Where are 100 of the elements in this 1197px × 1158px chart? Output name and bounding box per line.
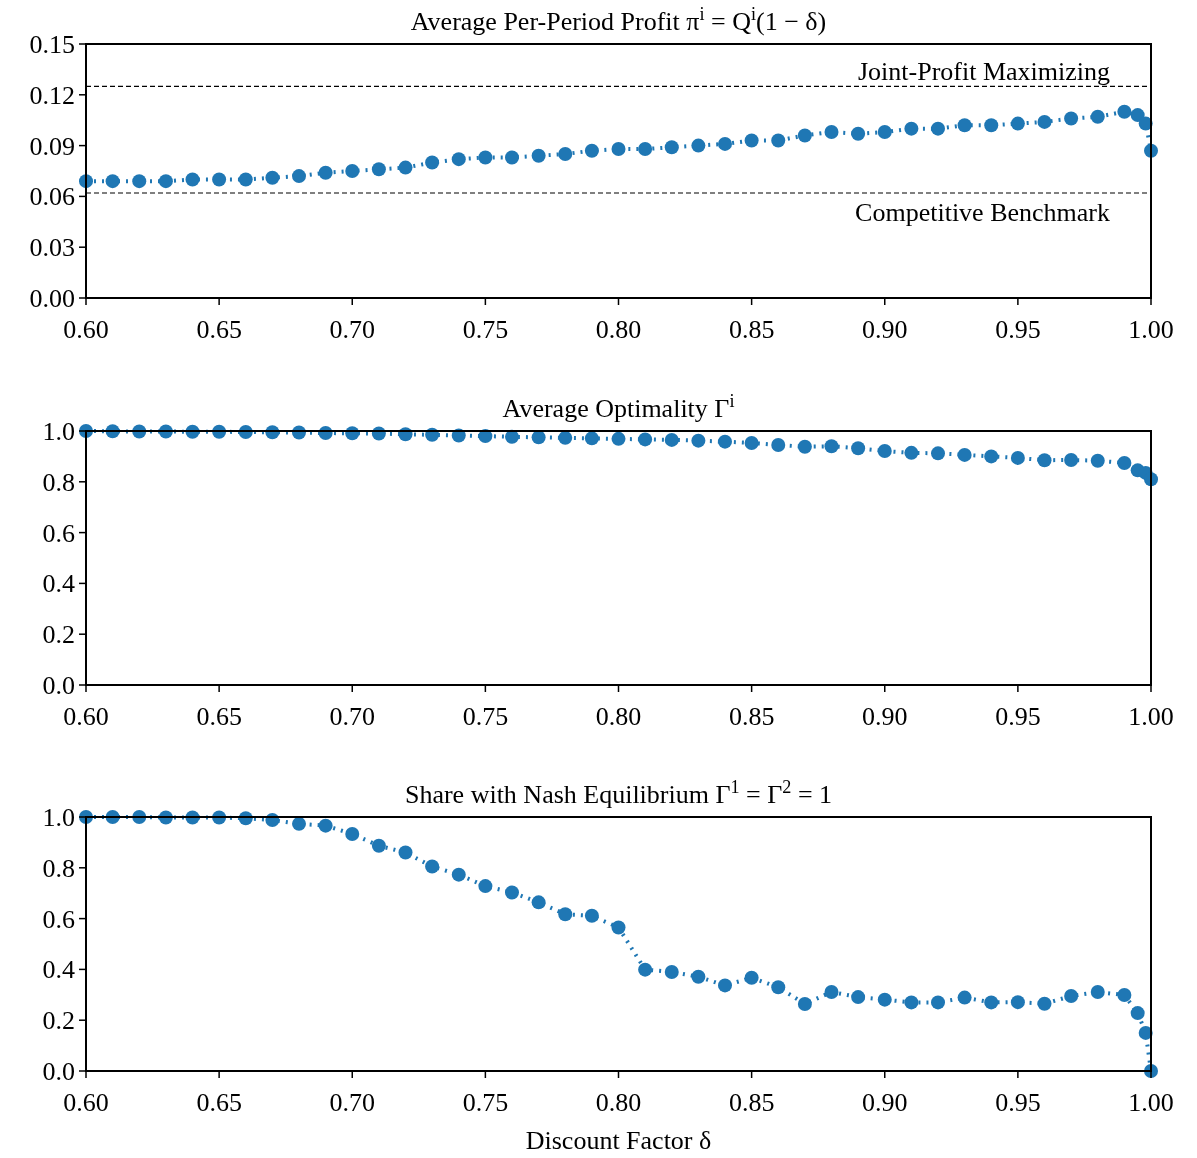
point	[398, 845, 413, 860]
point	[664, 140, 679, 155]
point	[1130, 108, 1145, 123]
y-tick-label: 0.03	[29, 233, 75, 263]
point	[1010, 450, 1025, 465]
x-tick-label: 0.75	[462, 1088, 509, 1117]
x-tick-label: 1.00	[1128, 702, 1174, 731]
y-tick-label: 0.4	[42, 955, 75, 985]
point	[797, 996, 812, 1011]
x-tick-label: 0.95	[995, 1088, 1041, 1117]
point	[505, 150, 519, 165]
point	[238, 172, 253, 187]
point	[718, 136, 732, 151]
point	[638, 141, 653, 156]
point	[451, 152, 466, 167]
point	[1037, 114, 1052, 129]
point	[824, 439, 839, 454]
point	[691, 138, 706, 153]
ref-line-label: Joint-Profit Maximizing	[857, 57, 1110, 87]
point	[797, 128, 812, 143]
point	[132, 174, 147, 189]
point	[584, 143, 599, 158]
y-tick-label: 0.6	[42, 518, 75, 548]
y-tick-label: 0.6	[42, 904, 75, 934]
y-tick-label: 0.0	[42, 1057, 75, 1086]
point	[1090, 109, 1105, 124]
point	[158, 174, 173, 189]
x-tick-label: 0.60	[63, 315, 109, 344]
point	[851, 990, 866, 1005]
point	[877, 125, 892, 140]
point	[478, 879, 493, 894]
point	[638, 962, 653, 977]
point	[931, 121, 945, 136]
x-tick-label: 0.65	[196, 702, 242, 731]
point	[478, 150, 493, 165]
x-tick-label: 0.70	[329, 315, 375, 344]
point	[984, 995, 999, 1010]
point	[292, 169, 306, 184]
x-tick-label: 0.65	[196, 1088, 242, 1117]
point	[558, 907, 573, 922]
x-tick-label: 0.65	[196, 315, 242, 344]
point	[1010, 995, 1025, 1010]
point	[345, 164, 360, 178]
chart-title: Average Per-Period Profit π$^{i}$ = Q$^{i}$(1 − δ)	[410, 4, 827, 36]
point	[744, 133, 759, 148]
x-tick-label: 0.90	[862, 702, 908, 731]
point	[611, 141, 626, 156]
point	[371, 838, 386, 853]
point	[1090, 453, 1105, 468]
point	[371, 162, 386, 177]
x-tick-label: 0.80	[595, 702, 642, 731]
x-tick-label: 0.75	[462, 315, 509, 344]
point	[1130, 1006, 1145, 1021]
point	[984, 449, 999, 464]
point	[1117, 104, 1132, 119]
ref-line-label: Competitive Benchmark	[855, 198, 1110, 228]
x-tick-label: 0.60	[63, 1088, 109, 1117]
y-tick-label: 0.00	[29, 284, 75, 313]
point	[505, 885, 519, 900]
point	[904, 995, 919, 1010]
point	[877, 992, 892, 1007]
x-tick-label: 0.70	[329, 702, 375, 731]
point	[318, 818, 333, 833]
point	[611, 431, 626, 446]
point	[1090, 985, 1105, 1000]
point	[1117, 988, 1132, 1003]
point	[1117, 456, 1132, 470]
point	[584, 431, 599, 446]
point	[877, 444, 892, 459]
y-tick-label: 0.8	[42, 467, 75, 497]
point	[1064, 452, 1079, 467]
x-tick-label: 0.80	[595, 315, 642, 344]
point	[425, 155, 440, 170]
point	[345, 827, 360, 842]
point	[984, 118, 999, 133]
point	[957, 118, 972, 133]
y-tick-label: 0.0	[42, 671, 75, 700]
point	[771, 133, 786, 148]
x-tick-label: 0.95	[995, 702, 1041, 731]
x-tick-label: 1.00	[1128, 315, 1174, 344]
y-tick-label: 0.06	[29, 182, 75, 212]
x-tick-label: 0.85	[728, 315, 775, 344]
x-tick-label: 0.60	[63, 702, 109, 731]
x-tick-label: 0.90	[862, 1088, 908, 1117]
y-tick-label: 0.15	[29, 30, 75, 59]
y-tick-label: 1.0	[42, 803, 75, 832]
point	[185, 172, 200, 187]
point	[691, 433, 706, 448]
point	[771, 980, 786, 995]
point	[531, 430, 546, 445]
point	[744, 435, 759, 450]
point	[904, 121, 919, 136]
point	[558, 147, 573, 162]
x-tick-label: 0.85	[728, 1088, 775, 1117]
point	[531, 895, 546, 910]
x-tick-label: 0.90	[862, 315, 908, 344]
point	[931, 446, 945, 461]
point	[451, 867, 466, 882]
y-tick-label: 0.8	[42, 853, 75, 883]
point	[718, 978, 732, 993]
